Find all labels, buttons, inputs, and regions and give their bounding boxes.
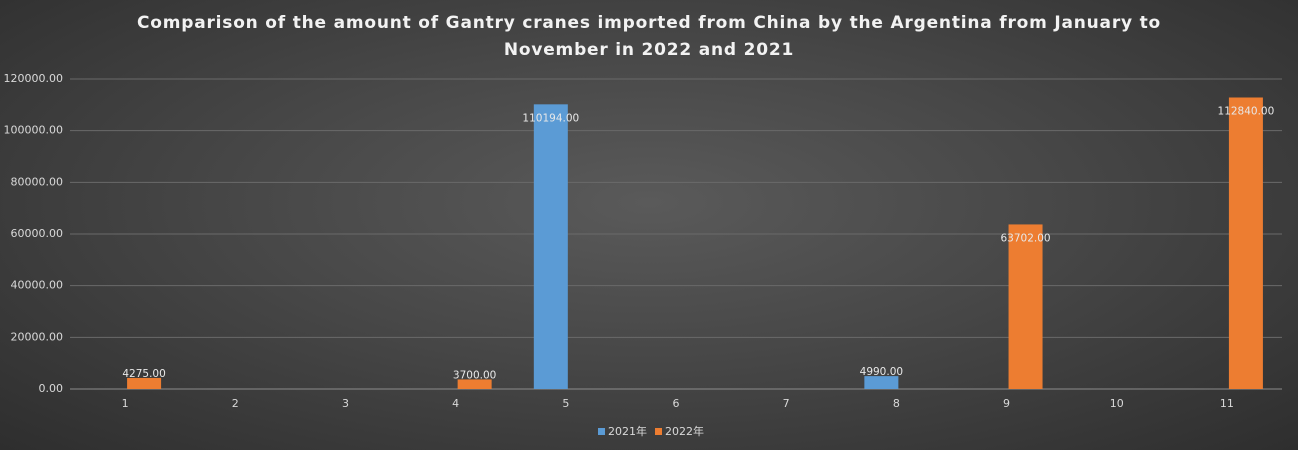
y-tick-label: 20000.00 [11, 330, 64, 343]
value-label: 112840.00 [1218, 105, 1275, 117]
bar [533, 104, 568, 390]
value-label: 4990.00 [860, 366, 903, 378]
y-tick-label: 80000.00 [11, 175, 64, 188]
y-tick-label: 60000.00 [11, 227, 64, 240]
y-tick-label: 40000.00 [11, 279, 64, 292]
x-tick-label: 11 [1220, 397, 1234, 410]
x-tick-label: 10 [1110, 397, 1124, 410]
value-label: 3700.00 [453, 369, 496, 381]
value-label: 110194.00 [522, 112, 579, 124]
legend-label: 2022年 [665, 424, 704, 438]
value-label: 63702.00 [1000, 232, 1050, 244]
x-tick-label: 6 [673, 397, 680, 410]
x-tick-label: 8 [893, 397, 900, 410]
legend-label: 2021年 [608, 424, 647, 438]
bar [127, 377, 162, 389]
bar [864, 376, 899, 389]
y-tick-label: 100000.00 [4, 124, 64, 137]
bar [457, 379, 492, 389]
y-tick-label: 120000.00 [4, 72, 64, 85]
legend-swatch [655, 428, 662, 435]
bar [1228, 97, 1263, 389]
value-label: 4275.00 [122, 368, 165, 380]
x-tick-label: 4 [452, 397, 459, 410]
y-tick-label: 0.00 [39, 382, 64, 395]
x-tick-label: 5 [562, 397, 569, 410]
x-tick-label: 1 [122, 397, 129, 410]
x-tick-label: 2 [232, 397, 239, 410]
chart-title: Comparison of the amount of Gantry crane… [136, 13, 1162, 60]
x-tick-label: 9 [1003, 397, 1010, 410]
x-tick-label: 7 [783, 397, 790, 410]
legend-swatch [598, 428, 605, 435]
bar [1008, 224, 1043, 389]
x-tick-label: 3 [342, 397, 349, 410]
